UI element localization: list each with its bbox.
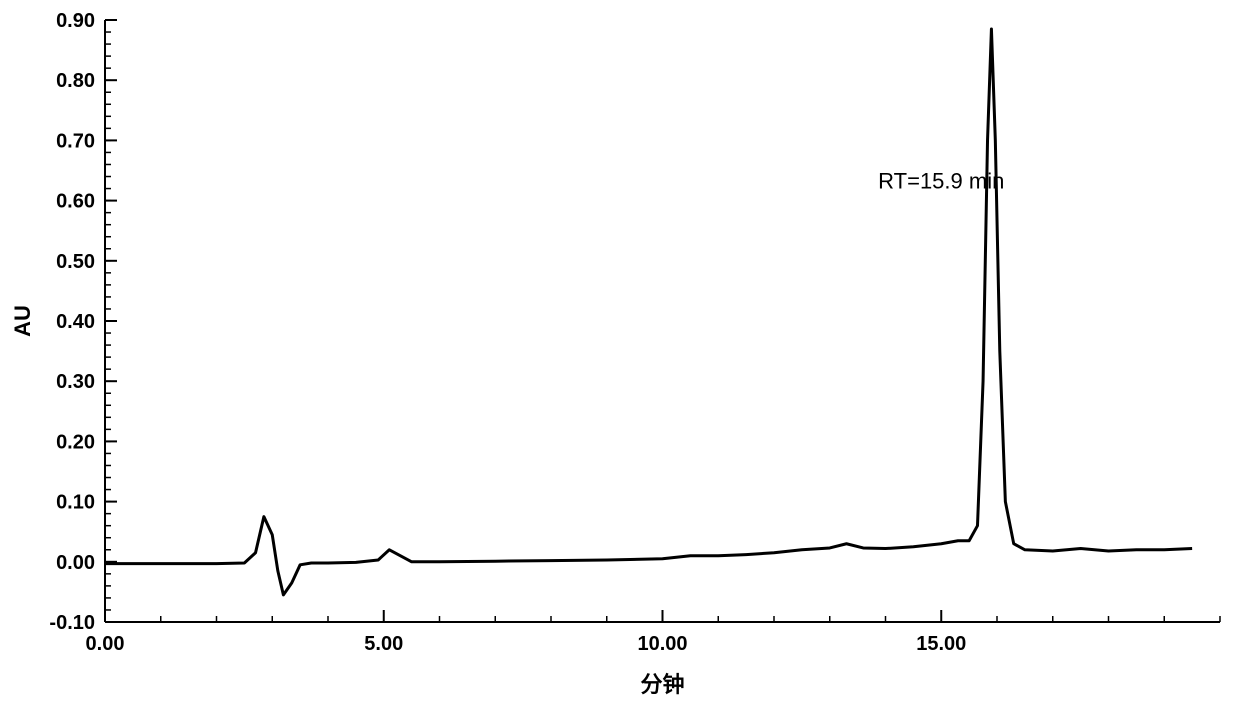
y-tick-label: 0.40 xyxy=(56,311,95,333)
x-tick-label: 15.00 xyxy=(916,633,966,655)
y-tick-label: 0.60 xyxy=(56,191,95,213)
y-tick-label: 0.80 xyxy=(56,70,95,92)
peak-annotation: RT=15.9 min xyxy=(878,169,1004,194)
y-tick-label: 0.20 xyxy=(56,431,95,453)
y-axis-title: AU xyxy=(10,305,35,337)
chromatogram-chart: -0.100.000.100.200.300.400.500.600.700.8… xyxy=(0,0,1240,717)
chart-svg: -0.100.000.100.200.300.400.500.600.700.8… xyxy=(0,0,1240,717)
y-tick-label: 0.90 xyxy=(56,10,95,32)
y-tick-label: 0.30 xyxy=(56,371,95,393)
y-tick-label: -0.10 xyxy=(49,612,95,634)
x-tick-label: 5.00 xyxy=(364,633,403,655)
y-tick-label: 0.10 xyxy=(56,492,95,514)
x-axis-title: 分钟 xyxy=(640,672,684,697)
x-tick-label: 0.00 xyxy=(86,633,125,655)
y-tick-label: 0.70 xyxy=(56,130,95,152)
y-tick-label: 0.50 xyxy=(56,251,95,273)
chromatogram-trace xyxy=(105,29,1192,595)
y-tick-label: 0.00 xyxy=(56,552,95,574)
x-tick-label: 10.00 xyxy=(637,633,687,655)
